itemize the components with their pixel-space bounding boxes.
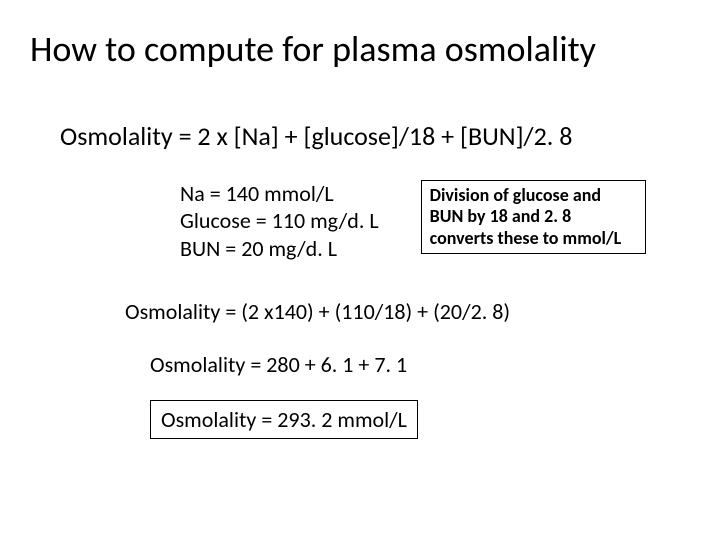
osmolality-formula: Osmolality = 2 x [Na] + [glucose]/18 + [… [60,120,690,152]
values-row: Na = 140 mmol/L Glucose = 110 mg/d. L BU… [180,180,690,263]
calculation-step-1: Osmolality = (2 x140) + (110/18) + (20/2… [125,298,690,325]
value-bun: BUN = 20 mg/d. L [180,235,379,263]
slide: How to compute for plasma osmolality Osm… [0,0,720,540]
result-box: Osmolality = 293. 2 mmol/L [150,400,418,439]
calculation-step-2: Osmolality = 280 + 6. 1 + 7. 1 [150,351,690,378]
value-na: Na = 140 mmol/L [180,180,379,208]
slide-title: How to compute for plasma osmolality [30,30,690,70]
given-values: Na = 140 mmol/L Glucose = 110 mg/d. L BU… [180,180,379,263]
value-glucose: Glucose = 110 mg/d. L [180,207,379,235]
conversion-note-box: Division of glucose and BUN by 18 and 2.… [421,180,646,255]
